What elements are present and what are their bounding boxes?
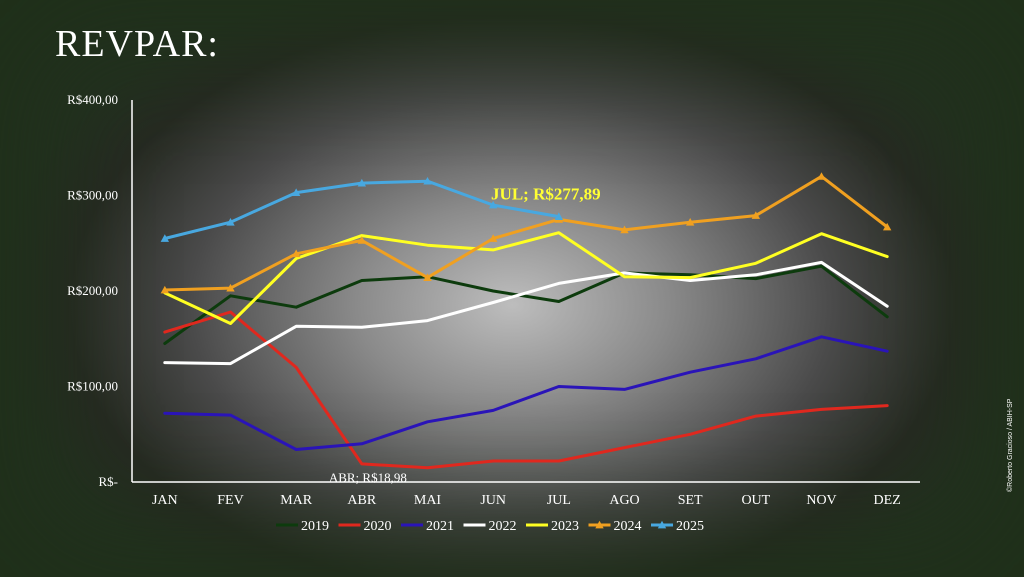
x-tick-label: JUL (547, 493, 571, 508)
data-label-jul-2025: JUL; R$277,89 (491, 185, 601, 204)
series-2023-line (163, 231, 889, 325)
legend-label-2019: 2019 (301, 519, 329, 534)
x-tick-label: DEZ (874, 493, 901, 508)
series-2024-point (160, 285, 170, 294)
series-2024-point (882, 222, 892, 231)
x-tick-label: OUT (741, 493, 770, 508)
x-tick-label: NOV (806, 493, 836, 508)
y-tick-label: R$100,00 (67, 379, 118, 394)
series-2019-line (163, 264, 889, 345)
series-2024-line (163, 174, 889, 292)
series-2024-point (357, 236, 367, 244)
series-2021-line (163, 335, 889, 451)
x-tick-label: JAN (152, 493, 178, 508)
series-2025-point (488, 200, 498, 209)
x-tick-label: AGO (609, 493, 639, 508)
series-2024-point (751, 211, 761, 219)
x-tick-label: JUN (480, 493, 506, 508)
x-tick-label: MAR (280, 493, 313, 508)
series-2025-point (554, 212, 564, 220)
x-tick-label: MAI (414, 493, 442, 508)
series-2024-point (620, 225, 629, 234)
series-2024-point (817, 172, 826, 180)
series-2024-point (685, 218, 695, 226)
x-tick-label: SET (678, 493, 703, 508)
legend-label-2020: 2020 (364, 519, 392, 534)
series-2024-point (291, 249, 301, 258)
series-2024-point (488, 234, 498, 242)
legend-label-2023: 2023 (551, 519, 579, 534)
legend-label-2025: 2025 (676, 519, 704, 534)
legend-marker-2025 (657, 520, 667, 529)
legend-marker-2024 (595, 520, 604, 529)
legend-label-2024: 2024 (614, 519, 642, 534)
legend-label-2022: 2022 (489, 519, 517, 534)
x-tick-label: ABR (347, 493, 376, 508)
y-tick-label: R$400,00 (67, 92, 118, 107)
series-2024-point (226, 283, 235, 292)
series-2022-line (163, 260, 889, 366)
series-2025-point (226, 218, 235, 226)
slide-title: REVPAR: (55, 23, 219, 65)
credit-text: ©Roberto Gracioso / ABIH-SP (1007, 398, 1014, 492)
data-label-abr-2020: ABR; R$18,98 (329, 470, 407, 485)
series-2025-point (357, 178, 367, 187)
series-2020-line (163, 310, 889, 470)
y-tick-label: R$200,00 (67, 283, 118, 298)
series-2024-point (423, 273, 432, 281)
series-2025-point (291, 188, 301, 196)
series-2025-point (160, 234, 170, 242)
y-tick-label: R$300,00 (67, 188, 118, 203)
x-tick-label: FEV (217, 493, 243, 508)
y-tick-label: R$- (99, 474, 119, 489)
series-2025-point (423, 176, 432, 185)
legend-label-2021: 2021 (426, 519, 454, 534)
